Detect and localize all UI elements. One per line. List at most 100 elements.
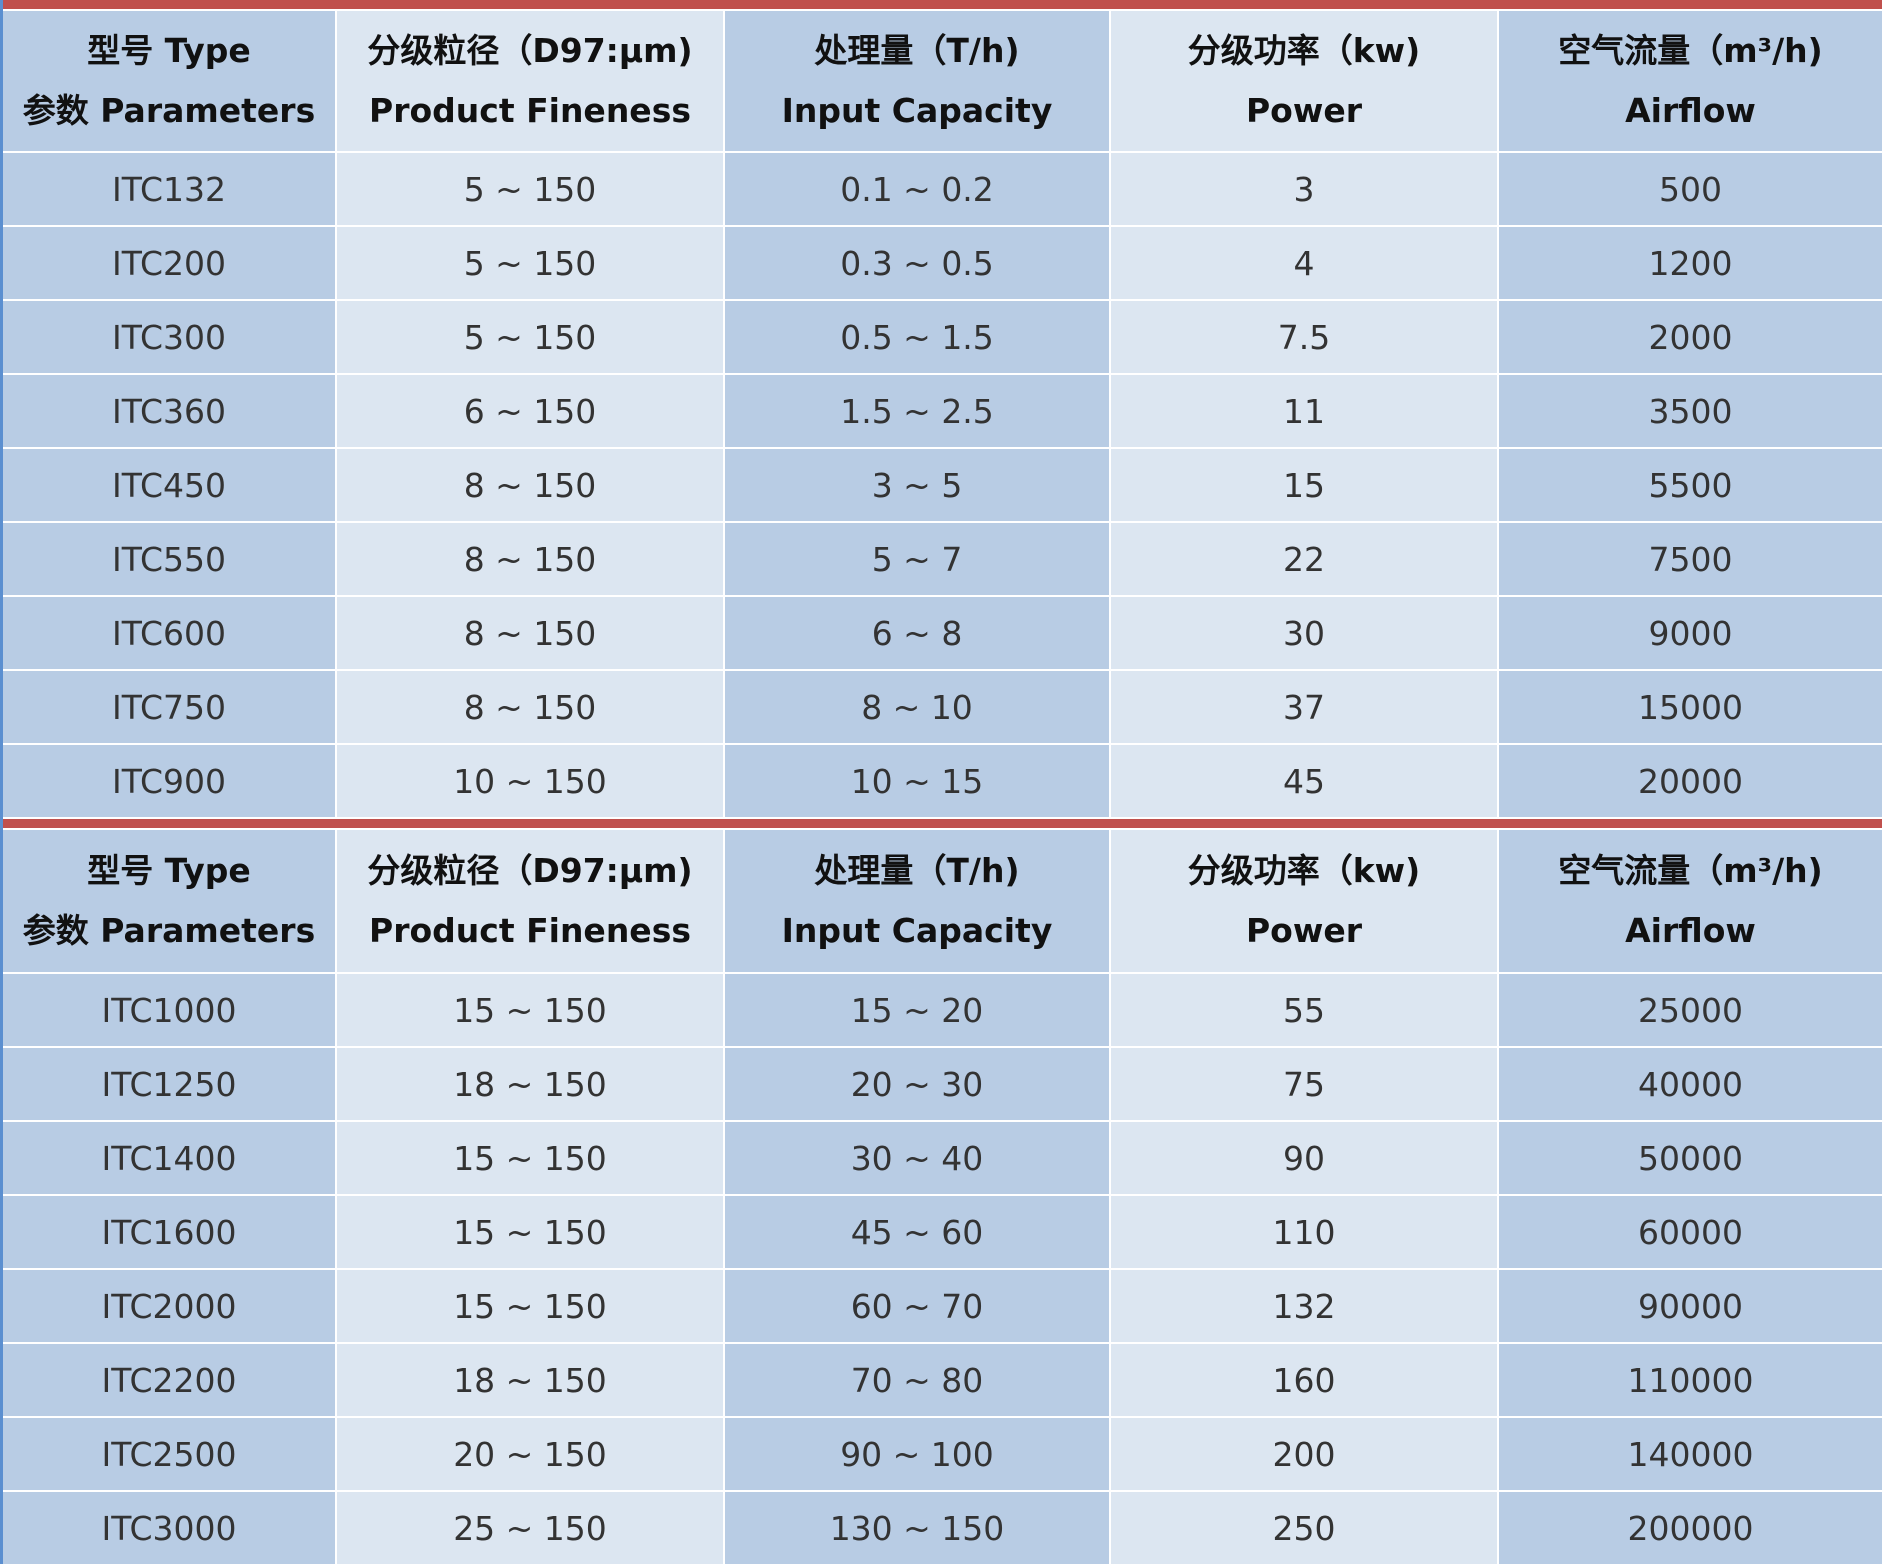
table-cell: 140000 xyxy=(1497,1416,1882,1492)
spec-table-2: 型号 Type 参数 Parameters 分级粒径（D97:μm) Product … xyxy=(3,828,1882,1566)
column-header: 分级粒径（D97:μm) Product Fineness xyxy=(335,828,725,974)
column-header: 处理量（T/h) Input Capacity xyxy=(723,9,1111,153)
table-cell: 6 ~ 8 xyxy=(723,595,1111,671)
table-cell: 6 ~ 150 xyxy=(335,373,725,449)
table-cell: 15 ~ 20 xyxy=(723,972,1111,1048)
table-cell: 15 ~ 150 xyxy=(335,1194,725,1270)
table-cell: 1.5 ~ 2.5 xyxy=(723,373,1111,449)
table-cell: ITC750 xyxy=(3,669,337,745)
table-cell: 9000 xyxy=(1497,595,1882,671)
table-cell: 250 xyxy=(1109,1490,1499,1566)
table-cell: 11 xyxy=(1109,373,1499,449)
header-cn: 处理量（T/h) xyxy=(814,851,1020,890)
table-cell: 132 xyxy=(1109,1268,1499,1344)
table-cell: 110 xyxy=(1109,1194,1499,1270)
table-cell: 8 ~ 150 xyxy=(335,669,725,745)
table-cell: 15 ~ 150 xyxy=(335,1120,725,1196)
table-row: ITC3000 25 ~ 150 130 ~ 150 250 200000 xyxy=(3,1490,1882,1566)
table-cell: 4 xyxy=(1109,225,1499,301)
table-cell: ITC2500 xyxy=(3,1416,337,1492)
table-row: ITC1600 15 ~ 150 45 ~ 60 110 60000 xyxy=(3,1194,1882,1270)
table-cell: 75 xyxy=(1109,1046,1499,1122)
header-en: Product Fineness xyxy=(369,911,691,950)
table-cell: 18 ~ 150 xyxy=(335,1342,725,1418)
divider-bar xyxy=(3,819,1882,828)
table-cell: 1200 xyxy=(1497,225,1882,301)
table-cell: ITC3000 xyxy=(3,1490,337,1566)
table-cell: 8 ~ 150 xyxy=(335,595,725,671)
table-cell: 200 xyxy=(1109,1416,1499,1492)
table-cell: 8 ~ 10 xyxy=(723,669,1111,745)
table-cell: 0.5 ~ 1.5 xyxy=(723,299,1111,375)
table-cell: 0.3 ~ 0.5 xyxy=(723,225,1111,301)
table-cell: 8 ~ 150 xyxy=(335,447,725,523)
header-en: Input Capacity xyxy=(781,911,1053,950)
header-cn: 型号 Type xyxy=(87,851,251,890)
table-cell: 5 ~ 150 xyxy=(335,151,725,227)
table-cell: 10 ~ 15 xyxy=(723,743,1111,819)
table-cell: 3 xyxy=(1109,151,1499,227)
table-row: ITC900 10 ~ 150 10 ~ 15 45 20000 xyxy=(3,743,1882,819)
table-cell: 90000 xyxy=(1497,1268,1882,1344)
table-cell: ITC1000 xyxy=(3,972,337,1048)
table-cell: 15 ~ 150 xyxy=(335,1268,725,1344)
table-cell: 20000 xyxy=(1497,743,1882,819)
table-cell: 20 ~ 30 xyxy=(723,1046,1111,1122)
column-header: 型号 Type 参数 Parameters xyxy=(3,828,337,974)
table-cell: 20 ~ 150 xyxy=(335,1416,725,1492)
spec-table-1: 型号 Type 参数 Parameters 分级粒径（D97:μm) Product … xyxy=(3,9,1882,819)
table-cell: 3500 xyxy=(1497,373,1882,449)
column-header: 空气流量（m³/h) Airflow xyxy=(1497,9,1882,153)
table-cell: 90 ~ 100 xyxy=(723,1416,1111,1492)
table-cell: 15 ~ 150 xyxy=(335,972,725,1048)
table-cell: 7.5 xyxy=(1109,299,1499,375)
table-row: ITC2200 18 ~ 150 70 ~ 80 160 110000 xyxy=(3,1342,1882,1418)
table-cell: ITC2200 xyxy=(3,1342,337,1418)
table-cell: 60 ~ 70 xyxy=(723,1268,1111,1344)
table-row: ITC600 8 ~ 150 6 ~ 8 30 9000 xyxy=(3,595,1882,671)
table-cell: ITC600 xyxy=(3,595,337,671)
header-en: Input Capacity xyxy=(781,91,1053,130)
table-cell: ITC1600 xyxy=(3,1194,337,1270)
table-cell: 5 ~ 150 xyxy=(335,225,725,301)
table-cell: 15 xyxy=(1109,447,1499,523)
table-cell: 25 ~ 150 xyxy=(335,1490,725,1566)
table-row: ITC1400 15 ~ 150 30 ~ 40 90 50000 xyxy=(3,1120,1882,1196)
table-cell: 500 xyxy=(1497,151,1882,227)
header-en: Product Fineness xyxy=(369,91,691,130)
header-cn: 空气流量（m³/h) xyxy=(1558,851,1823,890)
table-cell: ITC200 xyxy=(3,225,337,301)
header-en: Power xyxy=(1246,911,1362,950)
header-en: Airflow xyxy=(1625,91,1756,130)
table-row: ITC200 5 ~ 150 0.3 ~ 0.5 4 1200 xyxy=(3,225,1882,301)
table-cell: 2000 xyxy=(1497,299,1882,375)
table-row: ITC2500 20 ~ 150 90 ~ 100 200 140000 xyxy=(3,1416,1882,1492)
table-cell: 55 xyxy=(1109,972,1499,1048)
table-cell: 30 xyxy=(1109,595,1499,671)
header-cn: 空气流量（m³/h) xyxy=(1558,31,1823,70)
table-cell: 0.1 ~ 0.2 xyxy=(723,151,1111,227)
table-cell: ITC550 xyxy=(3,521,337,597)
header-cn: 分级粒径（D97:μm) xyxy=(367,31,693,70)
table-cell: ITC450 xyxy=(3,447,337,523)
column-header: 空气流量（m³/h) Airflow xyxy=(1497,828,1882,974)
header-row: 型号 Type 参数 Parameters 分级粒径（D97:μm) Product … xyxy=(3,828,1882,974)
table-cell: 200000 xyxy=(1497,1490,1882,1566)
table-row: ITC450 8 ~ 150 3 ~ 5 15 5500 xyxy=(3,447,1882,523)
table-row: ITC2000 15 ~ 150 60 ~ 70 132 90000 xyxy=(3,1268,1882,1344)
table-cell: ITC132 xyxy=(3,151,337,227)
table-cell: 45 ~ 60 xyxy=(723,1194,1111,1270)
header-cn: 处理量（T/h) xyxy=(814,31,1020,70)
table-row: ITC132 5 ~ 150 0.1 ~ 0.2 3 500 xyxy=(3,151,1882,227)
header-en: Airflow xyxy=(1625,911,1756,950)
table-cell: 40000 xyxy=(1497,1046,1882,1122)
column-header: 分级功率（kw) Power xyxy=(1109,828,1499,974)
table-cell: 90 xyxy=(1109,1120,1499,1196)
table-cell: 110000 xyxy=(1497,1342,1882,1418)
header-en: 参数 Parameters xyxy=(22,911,316,950)
table-cell: 22 xyxy=(1109,521,1499,597)
table-cell: 130 ~ 150 xyxy=(723,1490,1111,1566)
table-cell: 8 ~ 150 xyxy=(335,521,725,597)
header-cn: 分级粒径（D97:μm) xyxy=(367,851,693,890)
table-cell: 15000 xyxy=(1497,669,1882,745)
